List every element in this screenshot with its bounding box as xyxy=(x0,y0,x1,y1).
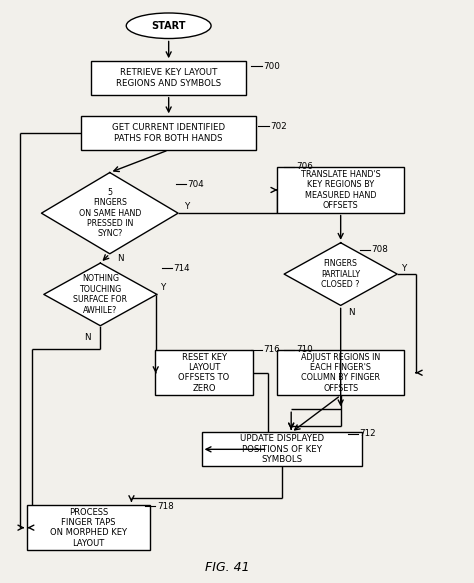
Polygon shape xyxy=(41,173,178,254)
Text: RESET KEY
LAYOUT
OFFSETS TO
ZERO: RESET KEY LAYOUT OFFSETS TO ZERO xyxy=(178,353,229,393)
FancyBboxPatch shape xyxy=(277,167,404,213)
Text: 704: 704 xyxy=(188,180,204,189)
Text: UPDATE DISPLAYED
POSITIONS OF KEY
SYMBOLS: UPDATE DISPLAYED POSITIONS OF KEY SYMBOL… xyxy=(240,434,324,464)
Polygon shape xyxy=(284,243,397,305)
FancyBboxPatch shape xyxy=(155,350,254,395)
Text: 718: 718 xyxy=(157,502,173,511)
Text: 5
FINGERS
ON SAME HAND
PRESSED IN
SYNC?: 5 FINGERS ON SAME HAND PRESSED IN SYNC? xyxy=(79,188,141,238)
FancyBboxPatch shape xyxy=(201,433,362,466)
Text: Y: Y xyxy=(161,283,167,292)
Text: 702: 702 xyxy=(270,122,287,131)
Text: N: N xyxy=(117,254,123,263)
Text: Y: Y xyxy=(401,264,407,273)
Text: 708: 708 xyxy=(371,245,388,254)
FancyBboxPatch shape xyxy=(82,116,256,150)
Text: N: N xyxy=(84,333,91,342)
Text: Y: Y xyxy=(185,202,190,210)
Ellipse shape xyxy=(126,13,211,38)
Text: START: START xyxy=(151,21,186,31)
FancyBboxPatch shape xyxy=(27,505,150,550)
Text: 710: 710 xyxy=(296,345,313,354)
Text: NOTHING
TOUCHING
SURFACE FOR
AWHILE?: NOTHING TOUCHING SURFACE FOR AWHILE? xyxy=(73,274,128,314)
Text: 712: 712 xyxy=(359,429,376,438)
Text: ADJUST REGIONS IN
EACH FINGER'S
COLUMN BY FINGER
OFFSETS: ADJUST REGIONS IN EACH FINGER'S COLUMN B… xyxy=(301,353,380,393)
Text: 706: 706 xyxy=(296,162,313,171)
Text: GET CURRENT IDENTIFIED
PATHS FOR BOTH HANDS: GET CURRENT IDENTIFIED PATHS FOR BOTH HA… xyxy=(112,124,225,143)
FancyBboxPatch shape xyxy=(277,350,404,395)
Text: N: N xyxy=(348,308,354,317)
Text: RETRIEVE KEY LAYOUT
REGIONS AND SYMBOLS: RETRIEVE KEY LAYOUT REGIONS AND SYMBOLS xyxy=(116,68,221,87)
Polygon shape xyxy=(44,263,157,326)
Text: 716: 716 xyxy=(263,345,280,354)
Text: 700: 700 xyxy=(263,62,280,71)
FancyBboxPatch shape xyxy=(91,61,246,95)
Text: FIG. 41: FIG. 41 xyxy=(205,561,250,574)
Text: TRANSLATE HAND'S
KEY REGIONS BY
MEASURED HAND
OFFSETS: TRANSLATE HAND'S KEY REGIONS BY MEASURED… xyxy=(301,170,381,210)
Text: 714: 714 xyxy=(173,264,190,273)
Text: FINGERS
PARTIALLY
CLOSED ?: FINGERS PARTIALLY CLOSED ? xyxy=(321,259,360,289)
Text: PROCESS
FINGER TAPS
ON MORPHED KEY
LAYOUT: PROCESS FINGER TAPS ON MORPHED KEY LAYOU… xyxy=(50,508,127,548)
